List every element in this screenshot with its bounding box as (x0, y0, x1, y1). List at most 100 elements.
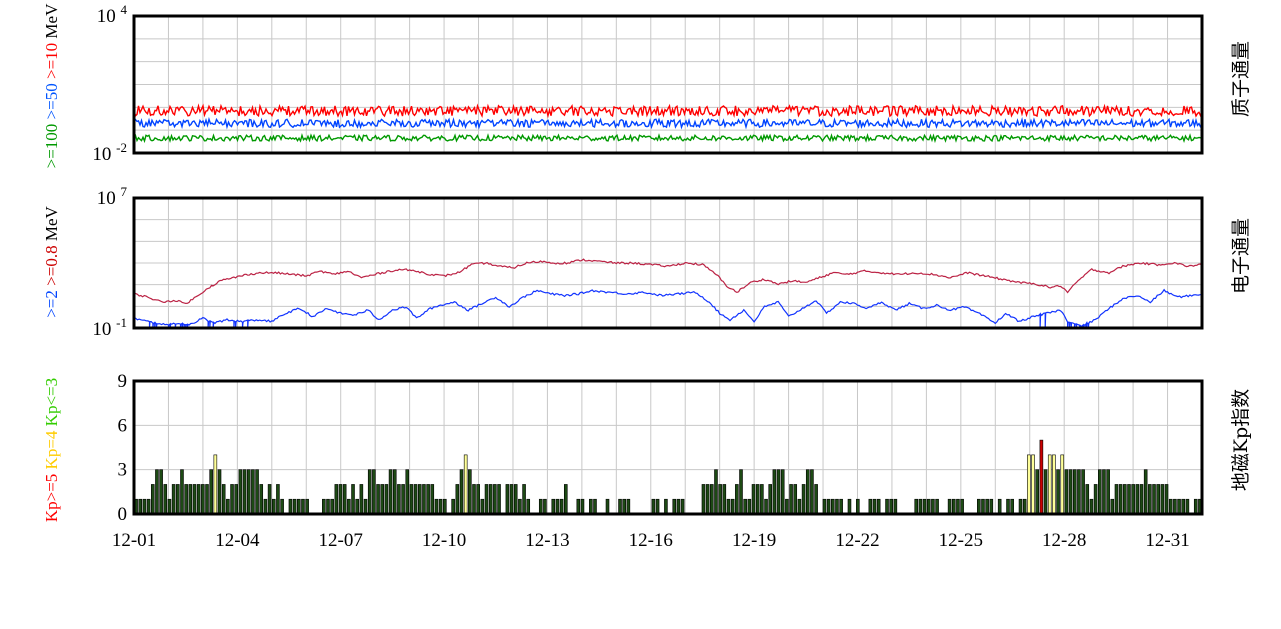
kp-bar (805, 469, 810, 515)
kp-bar (1039, 439, 1044, 515)
kp-bar (1102, 469, 1106, 515)
electron-panel-title: 电子通量 (1230, 218, 1252, 294)
kp-bar (238, 469, 243, 515)
kp-bar (735, 484, 739, 515)
electron-series-2 (133, 288, 1203, 329)
kp-bar (246, 469, 251, 515)
kp-bar (989, 498, 994, 515)
kp-bar (263, 498, 268, 515)
kp-bar (167, 498, 172, 515)
kp-bar (797, 498, 802, 515)
kp-bar (234, 484, 238, 515)
kp-bar (196, 484, 201, 515)
kp-bar (1143, 469, 1148, 515)
kp-bar (914, 498, 919, 515)
kp-bar (409, 484, 414, 515)
kp-bar (505, 484, 510, 515)
kp-bar (1173, 498, 1177, 515)
kp-bar (626, 498, 631, 515)
kp-bar (1060, 454, 1065, 515)
kp-bar (1047, 454, 1052, 515)
kp-bar (1098, 469, 1102, 515)
kp-bar (676, 498, 681, 515)
kp-bar (835, 498, 839, 515)
x-tick-label: 12-22 (835, 530, 879, 551)
kp-bar (718, 484, 722, 515)
kp-bar (985, 498, 989, 515)
kp-bar (1181, 498, 1186, 515)
kp-bar (981, 498, 985, 515)
panel-2-frame (132, 196, 1204, 330)
kp-bar (868, 498, 873, 515)
kp-bar (730, 498, 735, 515)
x-tick-label: 12-07 (319, 530, 363, 551)
kp-bar (576, 498, 581, 515)
kp-bar (1081, 469, 1085, 515)
kp-bar (372, 469, 376, 515)
proton-panel-title: 质子通量 (1230, 41, 1252, 117)
kp-bar (150, 484, 155, 515)
kp-bar (651, 498, 656, 515)
kp-bar (355, 498, 359, 515)
kp-bar (468, 469, 472, 515)
x-tick-label: 12-01 (112, 530, 156, 551)
kp-bar (889, 498, 893, 515)
kp-y-tick: 3 (118, 460, 128, 481)
kp-y-tick: 9 (118, 371, 128, 392)
kp-bar (960, 498, 964, 515)
kp-bar (559, 498, 564, 515)
kp-bar (780, 469, 785, 515)
kp-bar (463, 454, 468, 515)
kp-bar (680, 498, 685, 515)
kp-bar (810, 469, 814, 515)
kp-bar (255, 469, 259, 515)
x-tick-label: 12-13 (525, 530, 569, 551)
kp-bar (1077, 469, 1081, 515)
kp-bar (830, 498, 835, 515)
kp-bar (1031, 454, 1035, 515)
kp-bar (430, 484, 435, 515)
panel-3-frame (132, 379, 1204, 516)
kp-bar (1056, 469, 1060, 515)
kp-bar (822, 498, 827, 515)
kp-bar (755, 484, 760, 515)
kp-bar (338, 484, 343, 515)
panel-1-grid (134, 16, 1202, 153)
kp-bar (1106, 469, 1110, 515)
kp-bar (672, 498, 677, 515)
kp-bar (367, 469, 372, 515)
kp-bar (513, 484, 518, 515)
kp-bar (305, 498, 309, 515)
kp-bar (188, 484, 193, 515)
kp-bar (605, 498, 610, 515)
kp-bar (155, 469, 159, 515)
kp-bar (801, 484, 806, 515)
kp-bar (1131, 484, 1135, 515)
kp-bar (739, 469, 743, 515)
kp-bar (142, 498, 147, 515)
x-tick-label: 12-31 (1145, 530, 1189, 551)
kp-bar (526, 498, 531, 515)
kp-bar (1089, 498, 1094, 515)
kp-bar (789, 484, 793, 515)
kp-bar (760, 484, 764, 515)
kp-bar (380, 484, 385, 515)
kp-bar (618, 498, 622, 515)
kp-bar (159, 469, 163, 515)
kp-bar (422, 484, 426, 515)
kp-bar (705, 484, 710, 515)
kp-bar (751, 484, 756, 515)
kp-bar (493, 484, 497, 515)
kp-bar (622, 498, 626, 515)
panel-1-frame (132, 14, 1204, 155)
kp-bar (280, 498, 284, 515)
kp-bar (1152, 484, 1156, 515)
kp-bar (434, 498, 439, 515)
kp-bar (664, 498, 668, 515)
kp-bar (551, 498, 556, 515)
kp-bar (1072, 469, 1077, 515)
kp-bar (363, 498, 368, 515)
kp-bar (388, 469, 393, 515)
kp-bar (826, 498, 831, 515)
